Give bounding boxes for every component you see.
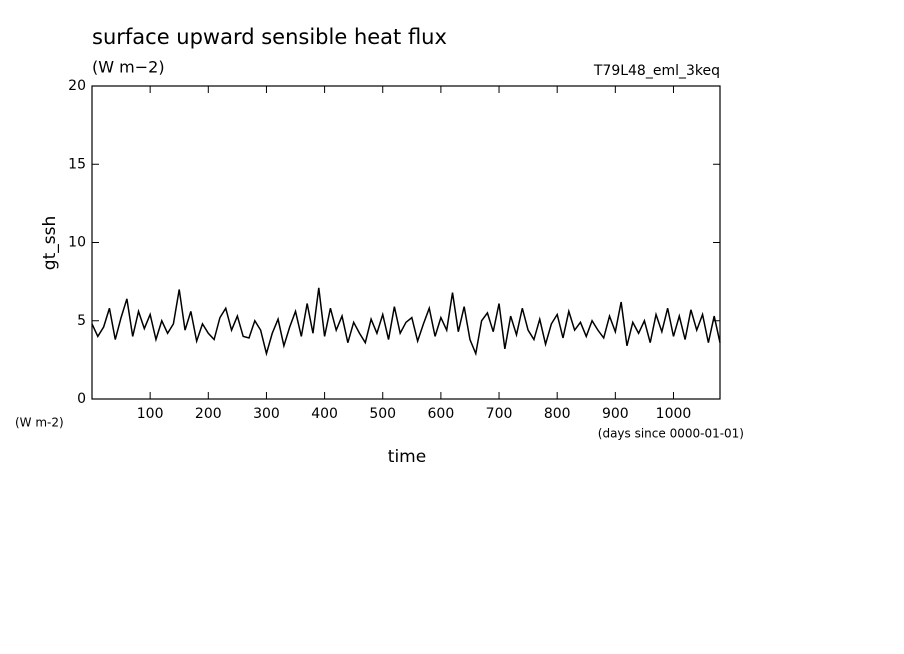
y-tick-label: 20 — [68, 78, 86, 94]
data-line — [91, 287, 721, 357]
x-tick-label: 1000 — [656, 406, 692, 422]
plot-frame — [91, 85, 721, 400]
x-tick-label: 400 — [311, 406, 338, 422]
x-tick-label: 800 — [544, 406, 571, 422]
x-tick-label: 100 — [137, 406, 164, 422]
y-tick-label: 5 — [77, 313, 86, 329]
annotation: T79L48_eml_3keq — [593, 63, 720, 79]
x-axis-label: time — [388, 447, 426, 467]
x-tick-label: 900 — [602, 406, 629, 422]
y-tick-label: 10 — [68, 235, 86, 251]
x-tick-label: 600 — [428, 406, 455, 422]
x-tick-label: 500 — [369, 406, 396, 422]
x-tick-label: 300 — [253, 406, 280, 422]
y-tick-label: 0 — [77, 391, 86, 407]
y-units: (W m-2) — [15, 416, 64, 430]
y-tick-label: 15 — [68, 156, 86, 172]
y-axis-label: gt_ssh — [40, 216, 60, 270]
x-units: (days since 0000-01-01) — [598, 427, 744, 441]
x-tick-label: 200 — [195, 406, 222, 422]
chart-title: surface upward sensible heat flux — [92, 25, 447, 49]
chart-subtitle: (W m−2) — [92, 58, 165, 77]
x-tick-label: 700 — [486, 406, 513, 422]
